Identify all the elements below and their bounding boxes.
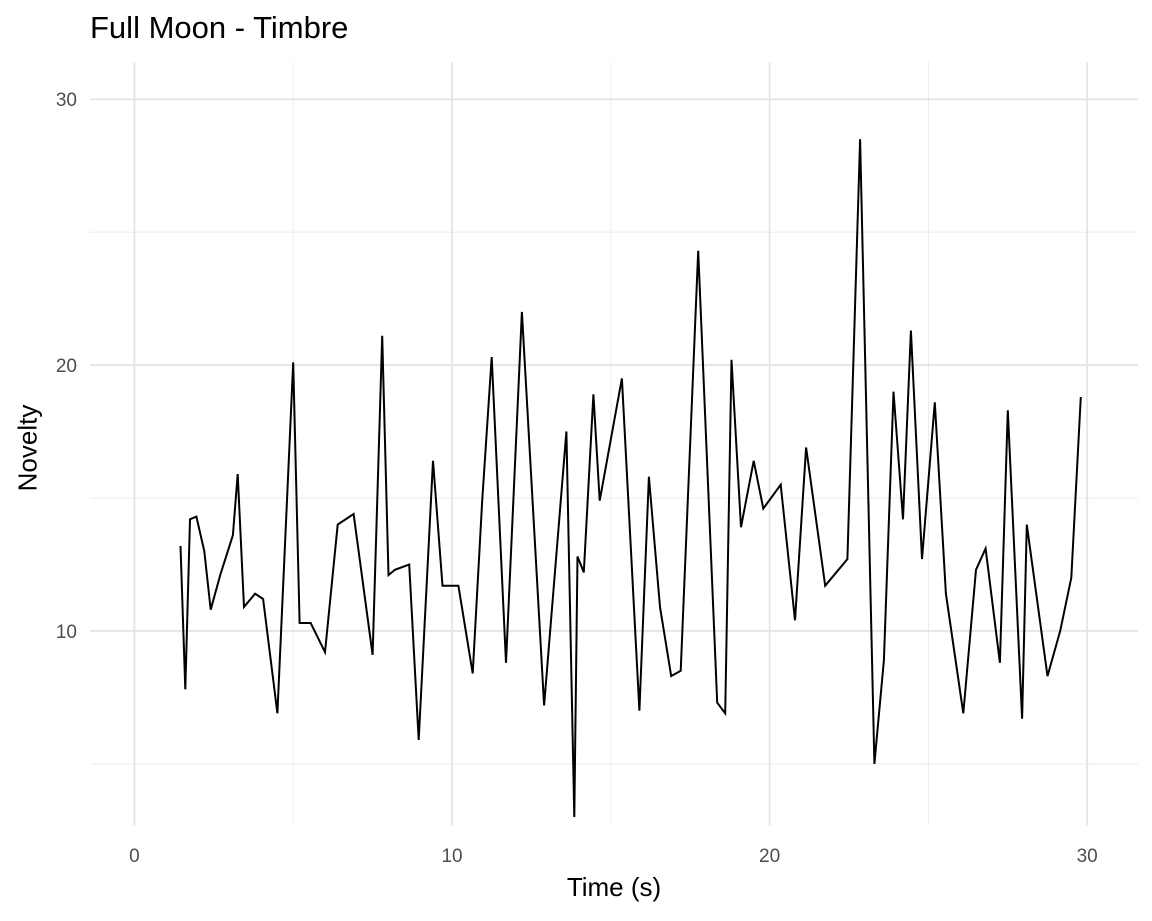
minor-gridlines xyxy=(90,62,1138,825)
major-gridlines xyxy=(90,62,1138,825)
series-line xyxy=(179,139,1082,818)
series-layer xyxy=(179,139,1082,818)
y-tick-label: 30 xyxy=(56,90,77,111)
x-tick-label: 0 xyxy=(129,846,140,867)
x-tick-label: 30 xyxy=(1077,846,1098,867)
y-tick-label: 20 xyxy=(56,356,77,377)
x-axis-label: Time (s) xyxy=(566,872,662,902)
x-tick-label: 20 xyxy=(759,846,780,867)
tick-labels: 0 10 20 30 10 20 30 xyxy=(56,90,1098,867)
x-tick-label: 10 xyxy=(441,846,462,867)
chart-title: Full Moon - Timbre xyxy=(90,10,349,45)
y-tick-label: 10 xyxy=(56,622,77,643)
